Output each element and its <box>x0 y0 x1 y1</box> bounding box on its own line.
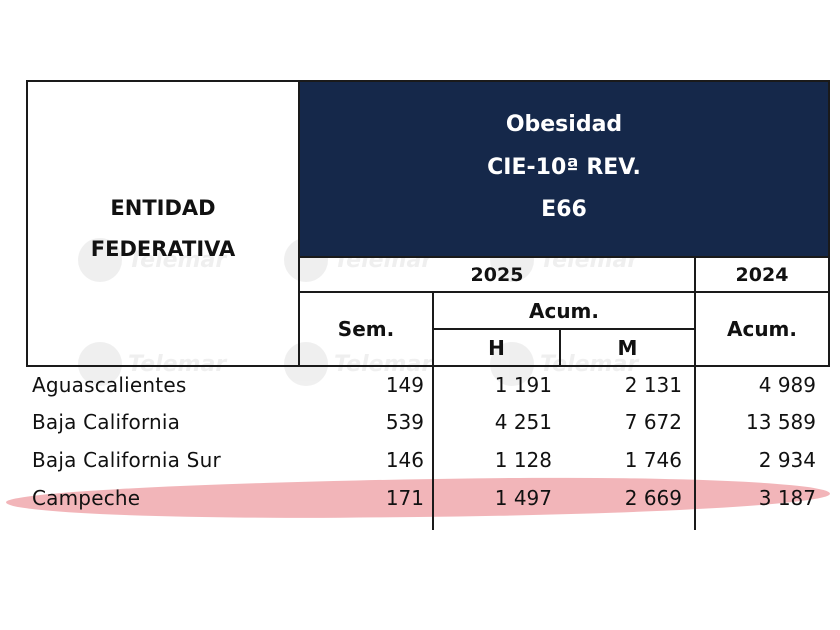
watermark-logo-icon <box>78 342 122 386</box>
table-rule <box>694 256 696 530</box>
disease-code: E66 <box>541 197 587 222</box>
entity-header: ENTIDAD FEDERATIVA <box>28 82 298 365</box>
watermark-text: Telemar <box>540 351 639 377</box>
h-value: 4 251 <box>494 410 552 434</box>
table-rule <box>828 80 830 367</box>
m-header: M <box>617 335 638 360</box>
disease-name: Obesidad <box>505 112 623 137</box>
year-previous-header: 2024 <box>735 263 789 286</box>
entity-name: Aguascalientes <box>32 373 187 397</box>
table-rule <box>298 291 830 293</box>
watermark-text: Telemar <box>128 351 227 377</box>
disease-header: Obesidad CIE-10ª REV. E66 <box>299 82 829 257</box>
watermark-logo-icon <box>78 238 122 282</box>
acum-header: Acum. <box>528 298 599 323</box>
table-rule <box>26 80 28 367</box>
table-rule <box>559 328 561 367</box>
m-value: 7 672 <box>624 410 682 434</box>
watermark: Telemar <box>78 342 226 386</box>
h-header: H <box>488 335 505 360</box>
watermark-logo-icon <box>490 342 534 386</box>
h-value: 1 191 <box>494 373 552 397</box>
sem-value: 539 <box>385 410 424 434</box>
sem-value: 146 <box>385 448 424 472</box>
m-value: 1 746 <box>624 448 682 472</box>
table-rule <box>26 80 830 82</box>
watermark-text: Telemar <box>334 351 433 377</box>
watermark: Telemar <box>490 342 638 386</box>
acum-prev-value: 2 934 <box>758 448 816 472</box>
table-rule <box>26 365 830 367</box>
watermark-logo-icon <box>284 342 328 386</box>
m-value: 2 131 <box>624 373 682 397</box>
entity-name: Campeche <box>32 486 141 510</box>
watermark: Telemar <box>78 238 226 282</box>
acum-prev-header: Acum. <box>726 317 797 341</box>
acum-prev-value: 13 589 <box>746 410 816 434</box>
entity-header-line2: FEDERATIVA <box>90 236 236 261</box>
entity-name: Baja California Sur <box>32 448 221 472</box>
table-rule <box>432 291 434 530</box>
watermark-text: Telemar <box>128 247 227 273</box>
watermark: Telemar <box>284 342 432 386</box>
year-current-header: 2025 <box>470 263 524 286</box>
entity-name: Baja California <box>32 410 181 434</box>
acum-prev-value: 3 187 <box>758 486 816 510</box>
entity-header-line1: ENTIDAD <box>110 195 216 220</box>
sem-value: 149 <box>385 373 424 397</box>
h-value: 1 128 <box>494 448 552 472</box>
table-rule <box>432 328 696 330</box>
acum-prev-value: 4 989 <box>758 373 816 397</box>
table-rule <box>298 80 300 367</box>
h-value: 1 497 <box>494 486 552 510</box>
sem-header: Sem. <box>337 317 395 341</box>
sem-value: 171 <box>385 486 424 510</box>
m-value: 2 669 <box>624 486 682 510</box>
table-rule <box>298 256 830 258</box>
disease-code-system: CIE-10ª REV. <box>487 155 641 180</box>
